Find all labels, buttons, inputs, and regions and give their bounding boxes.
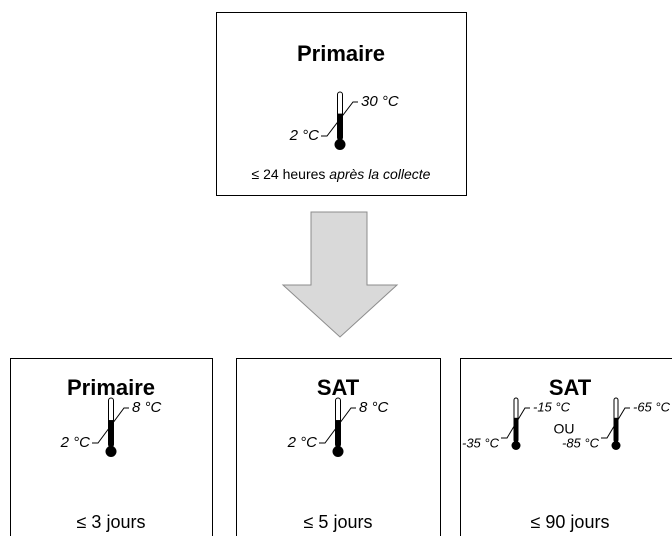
low-temp: -85 °C	[562, 435, 600, 450]
high-temp: 8 °C	[359, 399, 389, 416]
top-title: Primaire	[297, 41, 385, 66]
range-line	[92, 407, 129, 444]
low-temp: 2 °C	[60, 434, 91, 451]
low-temp: -35 °C	[462, 435, 500, 450]
high-temp: -65 °C	[633, 399, 671, 414]
box-title: SAT	[549, 375, 592, 400]
box-title: SAT	[317, 375, 360, 400]
bulb	[511, 441, 521, 450]
low-temp: 2 °C	[287, 434, 318, 451]
duration: ≤ 5 jours	[304, 512, 373, 532]
high-temp: 8 °C	[132, 399, 162, 416]
mercury	[335, 420, 341, 447]
duration: ≤ 90 jours	[531, 512, 610, 532]
bulb	[105, 446, 117, 457]
duration: ≤ 3 jours	[77, 512, 146, 532]
separator: OU	[554, 421, 575, 437]
mercury	[108, 420, 114, 447]
box	[460, 358, 672, 536]
arrow	[281, 211, 399, 338]
box-title: Primaire	[67, 375, 155, 400]
high-temp: 30 °C	[361, 93, 399, 110]
mercury	[514, 417, 518, 442]
top-note: ≤ 24 heures après la collecte	[252, 166, 431, 182]
low-temp: 2 °C	[289, 127, 320, 144]
bulb	[334, 139, 346, 150]
high-temp: -15 °C	[533, 399, 571, 414]
bulb	[611, 441, 621, 450]
range-line	[321, 101, 358, 137]
note-text: ≤ 24 heures	[252, 166, 326, 182]
bulb	[332, 446, 344, 457]
note-italic: après la collecte	[329, 166, 430, 182]
range-line	[319, 407, 356, 444]
mercury	[337, 113, 343, 140]
mercury	[614, 417, 618, 442]
range-line	[601, 407, 630, 439]
range-line	[501, 407, 530, 439]
